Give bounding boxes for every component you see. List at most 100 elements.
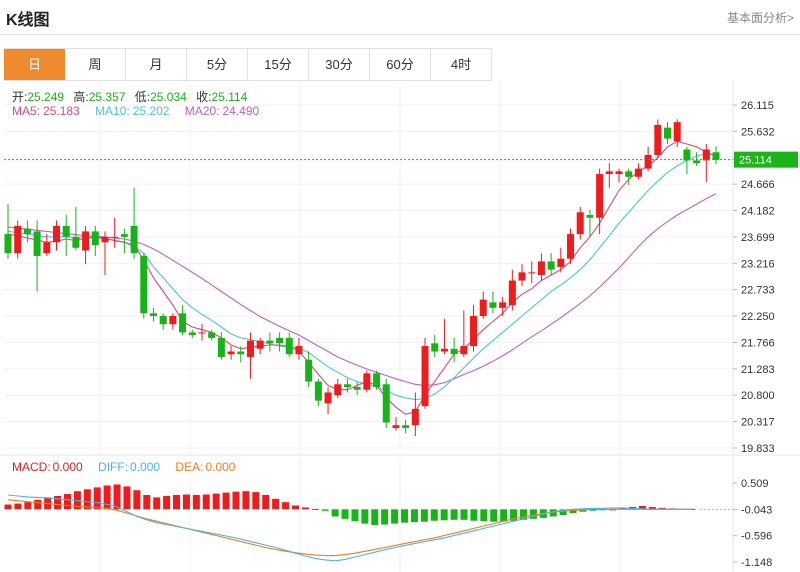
chart-grid <box>0 80 800 572</box>
high-label: 高: <box>73 90 89 104</box>
candle <box>596 168 604 235</box>
candle <box>644 146 652 172</box>
candle <box>586 209 594 237</box>
ma5-line <box>7 140 717 415</box>
candle-body <box>285 337 293 355</box>
candle <box>324 387 332 415</box>
candle <box>605 163 613 188</box>
candle-body <box>470 316 478 347</box>
macd-bar <box>4 504 12 510</box>
macd-bar <box>34 499 42 510</box>
candle <box>479 291 487 319</box>
y-tick-label: 22.733 <box>741 285 775 297</box>
candle <box>198 324 206 341</box>
macd-bar <box>420 509 428 522</box>
macd-bar <box>54 495 62 510</box>
y-tick-label: 25.632 <box>741 126 775 138</box>
macd-bar <box>262 495 270 510</box>
macd-bar <box>14 503 22 510</box>
macd-tick-label: -0.043 <box>741 504 772 516</box>
candle <box>615 168 623 183</box>
macd-bar <box>63 494 71 510</box>
candle-body <box>605 171 613 175</box>
candle-body <box>14 225 22 254</box>
candles <box>4 119 720 437</box>
candle <box>576 206 584 240</box>
tab-month[interactable]: 月 <box>126 49 187 80</box>
candle-body <box>373 373 381 388</box>
candle <box>101 231 109 276</box>
macd-bar <box>113 484 121 510</box>
y-tick-label: 20.800 <box>741 390 775 402</box>
candle-body <box>712 152 720 160</box>
ohlc-readout: 开:25.249 高:25.357 低:25.034 收:25.114 <box>12 88 253 105</box>
tab-30min[interactable]: 30分 <box>309 49 370 80</box>
macd-bar <box>361 509 369 524</box>
tab-15min[interactable]: 15分 <box>248 49 309 80</box>
macd-bar <box>559 509 567 516</box>
ma20-label: MA20: <box>184 104 220 118</box>
candle-body <box>518 272 526 281</box>
candle <box>537 253 545 281</box>
candle <box>62 215 70 256</box>
candle-body <box>431 343 439 352</box>
ma-readout: MA5: 25.183 MA10: 25.202 MA20: 24.490 <box>12 104 271 118</box>
price-axis: 26.11525.63225.14924.66624.18223.69923.2… <box>4 100 798 569</box>
macd-bar <box>202 494 210 510</box>
macd-bar <box>480 509 488 522</box>
tab-5min[interactable]: 5分 <box>187 49 248 80</box>
macd-bar <box>163 495 171 510</box>
y-tick-label: 23.699 <box>741 232 775 244</box>
candle-body <box>324 392 332 404</box>
macd-tick-label: -0.596 <box>741 531 772 543</box>
macd-tick-label: -1.148 <box>741 557 772 569</box>
candle <box>149 307 157 322</box>
candle-body <box>140 255 148 314</box>
candle <box>363 370 371 393</box>
fundamental-analysis-link[interactable]: 基本面分析> <box>726 11 794 25</box>
candle <box>373 370 381 390</box>
candle-body <box>382 384 390 423</box>
candle <box>14 220 22 259</box>
candle-body <box>547 261 555 270</box>
candle-body <box>208 332 216 338</box>
macd-value: 0.000 <box>52 460 83 474</box>
tab-4hour[interactable]: 4时 <box>431 49 492 80</box>
macd-bar <box>182 494 190 510</box>
dea-label: DEA: <box>175 460 204 474</box>
macd-bar <box>103 485 111 510</box>
candle <box>440 318 448 355</box>
candle <box>654 119 662 158</box>
tab-day[interactable]: 日 <box>4 49 65 80</box>
macd-layer <box>4 484 733 562</box>
candle-body <box>256 340 264 349</box>
ma10-label: MA10: <box>95 104 130 118</box>
macd-bar <box>272 498 280 510</box>
macd-bar <box>658 507 666 510</box>
y-tick-label: 23.216 <box>741 258 775 270</box>
candle <box>237 346 245 363</box>
candle-body <box>557 258 565 267</box>
tab-60min[interactable]: 60分 <box>370 49 431 80</box>
header-divider <box>0 34 800 35</box>
macd-bar <box>589 509 597 511</box>
y-tick-label: 26.115 <box>741 100 774 112</box>
current-price-label: 25.114 <box>739 155 772 167</box>
macd-bar <box>291 505 299 510</box>
candle <box>470 305 478 352</box>
candle-body <box>72 236 80 248</box>
candle <box>712 146 720 165</box>
macd-bar <box>490 509 498 522</box>
macd-bar <box>311 508 319 510</box>
candle <box>169 313 177 330</box>
low-value: 25.034 <box>150 90 187 104</box>
candle <box>353 381 361 396</box>
candle-body <box>120 234 128 237</box>
macd-bar <box>440 509 448 521</box>
candle-body <box>363 373 371 390</box>
macd-bar <box>153 497 161 510</box>
macd-bar <box>569 509 577 514</box>
candle <box>52 220 60 251</box>
tab-week[interactable]: 周 <box>65 49 126 80</box>
